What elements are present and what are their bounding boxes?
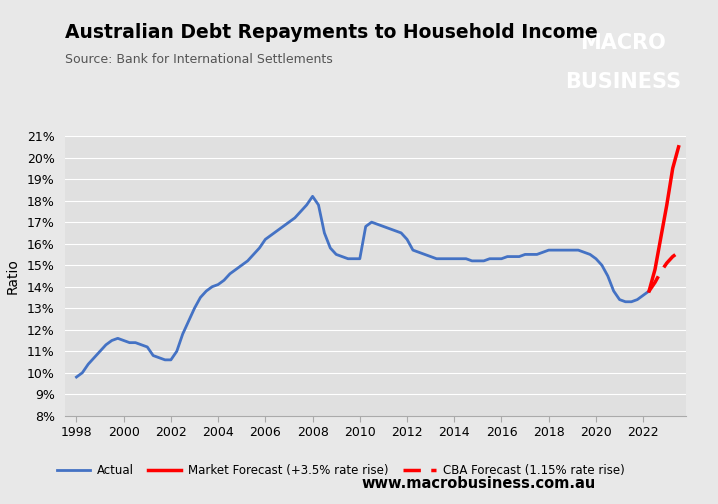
Text: Source: Bank for International Settlements: Source: Bank for International Settlemen… — [65, 53, 332, 66]
Text: MACRO: MACRO — [580, 33, 666, 53]
Text: www.macrobusiness.com.au: www.macrobusiness.com.au — [362, 476, 596, 491]
Text: BUSINESS: BUSINESS — [565, 72, 681, 92]
Legend: Actual, Market Forecast (+3.5% rate rise), CBA Forecast (1.15% rate rise): Actual, Market Forecast (+3.5% rate rise… — [52, 460, 630, 482]
Y-axis label: Ratio: Ratio — [6, 258, 20, 294]
Text: Australian Debt Repayments to Household Income: Australian Debt Repayments to Household … — [65, 23, 597, 42]
